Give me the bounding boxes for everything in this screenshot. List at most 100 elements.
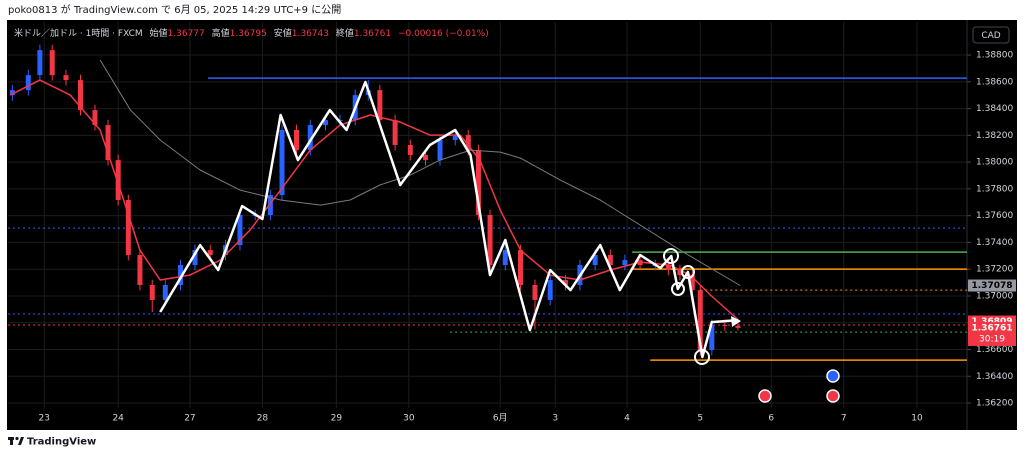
candle-body (137, 255, 143, 285)
legend-symbol: 米ドル／加ドル · 1時間 · FXCM (14, 27, 143, 39)
candle-body (307, 125, 313, 151)
candle-body (722, 325, 728, 327)
footer-logo: TradingView (27, 437, 96, 448)
candle-body (149, 284, 155, 300)
candle-body (279, 130, 285, 196)
candle-body (92, 110, 98, 126)
levels (8, 77, 967, 361)
candle-body (452, 135, 458, 141)
candle-body (465, 135, 471, 151)
x-tick-label: 6 (768, 414, 774, 424)
candle-body (423, 155, 429, 161)
candle-body (407, 144, 413, 156)
candle-body (502, 250, 508, 266)
y-tick-label: 1.37600 (976, 211, 1013, 221)
x-tick-label: 3 (552, 414, 558, 424)
event-icon[interactable] (758, 389, 772, 403)
footer-logo-icon (8, 436, 24, 445)
y-tick-label: 1.38600 (976, 77, 1013, 87)
x-tick-label: 23 (39, 414, 50, 424)
x-tick-label: 5 (697, 414, 703, 424)
pivot-circle (671, 282, 685, 296)
y-tick-label: 1.36400 (976, 372, 1013, 382)
currency: CAD (981, 31, 1000, 41)
legend-label: 始値 (150, 27, 168, 39)
candle-body (9, 90, 15, 96)
candle-body (697, 290, 703, 351)
candle-body (487, 214, 493, 266)
candle-body (178, 265, 184, 285)
price-label-box (968, 321, 1016, 346)
legend-value: 1.36795 (230, 29, 267, 39)
y-tick-label: 1.38800 (976, 51, 1013, 61)
candle-body (162, 284, 168, 300)
chart-background (7, 20, 1017, 430)
price-label: 1.36761 (972, 323, 1013, 333)
candle-body (322, 120, 328, 126)
candle-body (293, 130, 299, 151)
candle-body (237, 214, 243, 246)
x-tick-label: 29 (331, 414, 343, 424)
legend-value: 1.36761 (354, 29, 391, 39)
currency-box[interactable] (972, 26, 1010, 44)
candle-body (37, 50, 43, 76)
candle-body (392, 120, 398, 145)
legend-label: 安値 (274, 27, 292, 39)
y-tick-label: 1.36200 (976, 399, 1013, 409)
candle-body (77, 80, 83, 111)
zigzag (159, 80, 738, 359)
candle-body (622, 260, 628, 266)
legend-label: 高値 (212, 27, 230, 39)
event-icon[interactable] (826, 369, 840, 383)
axes: 1.362001.364001.366001.368001.370001.372… (39, 51, 1016, 424)
candle-body (475, 150, 481, 215)
header: poko0813 が TradingView.com で 6月 05, 2025… (8, 3, 341, 16)
price-label-box (968, 279, 1016, 292)
x-tick-label: 4 (624, 414, 630, 424)
candle-body (562, 280, 568, 285)
y-tick-label: 1.37200 (976, 265, 1013, 275)
y-tick-label: 1.36600 (976, 345, 1013, 355)
candle-body (377, 90, 383, 121)
candle-body (125, 200, 131, 256)
candle-body (105, 125, 111, 161)
candle-body (677, 270, 683, 276)
legend: 米ドル／加ドル · 1時間 · FXCM 始値1.36777 高値1.36795… (14, 27, 489, 39)
legend-label: 終値 (336, 27, 354, 39)
candle-body (547, 280, 553, 300)
candle-body (267, 195, 273, 215)
candle-body (709, 325, 715, 351)
moving-average (9, 79, 741, 323)
y-tick-label: 1.38400 (976, 104, 1013, 114)
y-tick-label: 1.37800 (976, 184, 1013, 194)
candle-body (607, 255, 613, 266)
candle-body (192, 250, 198, 266)
y-tick-label: 1.38000 (976, 158, 1013, 168)
arrow-head (731, 316, 741, 327)
zigzag-line (159, 80, 738, 359)
y-tick-label: 1.38200 (976, 131, 1013, 141)
indicator-lines (9, 59, 741, 323)
candle-body (689, 275, 695, 291)
x-tick-label: 24 (112, 414, 124, 424)
moving-average (99, 59, 741, 286)
pivot-circle (694, 349, 710, 365)
price-label: 1.37078 (972, 281, 1013, 291)
legend-change: −0.00016 (−0.01%) (398, 29, 489, 39)
pivot-circle (663, 248, 679, 264)
legend-value: 1.36777 (168, 29, 205, 39)
logo-part (10, 437, 13, 445)
logo-part (18, 437, 24, 445)
x-tick-label: 27 (184, 414, 195, 424)
event-icon[interactable] (826, 389, 840, 403)
pivot-circles (663, 248, 710, 365)
candle-body (592, 255, 598, 266)
x-tick-label: 7 (841, 414, 847, 424)
candle-body (517, 250, 523, 285)
legend-value: 1.36743 (292, 29, 329, 39)
pivot-circle (681, 265, 695, 279)
y-tick-label: 1.37400 (976, 238, 1013, 248)
candle-body (49, 50, 55, 76)
candle-body (63, 75, 69, 81)
